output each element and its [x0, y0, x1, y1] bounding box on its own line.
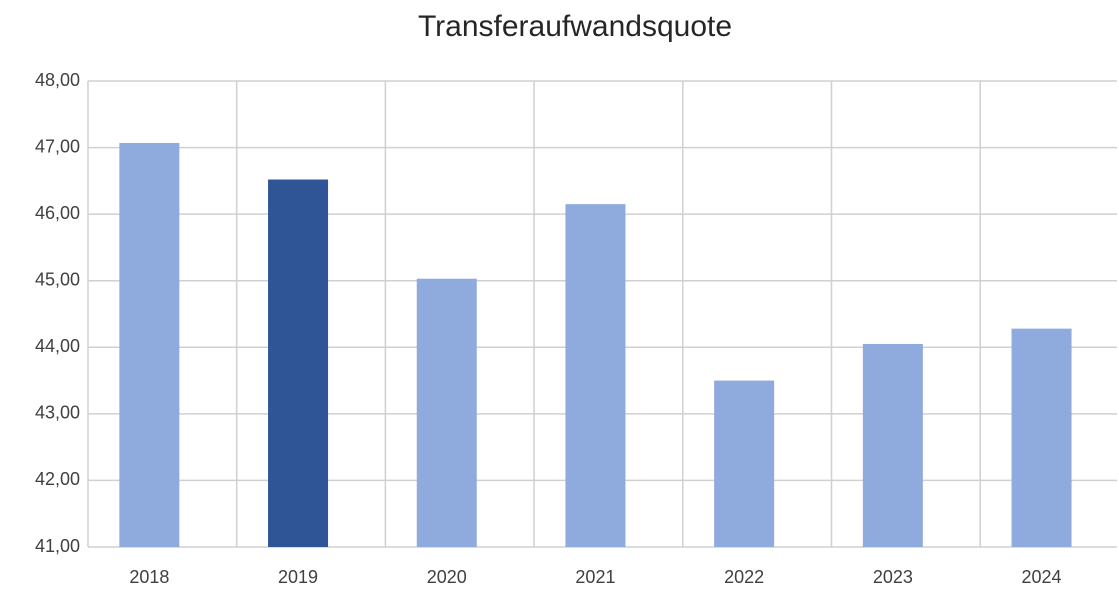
y-tick-label: 48,00	[35, 70, 80, 90]
y-tick-label: 45,00	[35, 269, 80, 289]
bar	[565, 204, 626, 547]
x-tick-label: 2019	[278, 567, 318, 587]
y-tick-label: 42,00	[35, 469, 80, 489]
bar	[119, 142, 180, 547]
x-tick-label: 2021	[575, 567, 615, 587]
bar	[268, 179, 329, 548]
x-tick-label: 2018	[129, 567, 169, 587]
bar	[1011, 328, 1072, 547]
x-tick-label: 2022	[724, 567, 764, 587]
y-tick-label: 46,00	[35, 203, 80, 223]
bar	[416, 278, 477, 547]
y-tick-label: 43,00	[35, 403, 80, 423]
x-tick-label: 2023	[873, 567, 913, 587]
bar	[862, 343, 923, 547]
y-tick-label: 47,00	[35, 136, 80, 156]
x-tick-label: 2024	[1022, 567, 1062, 587]
x-tick-label: 2020	[427, 567, 467, 587]
bar	[714, 380, 775, 547]
y-tick-label: 41,00	[35, 536, 80, 556]
chart-title: Transferaufwandsquote	[418, 10, 732, 43]
y-tick-label: 44,00	[35, 336, 80, 356]
